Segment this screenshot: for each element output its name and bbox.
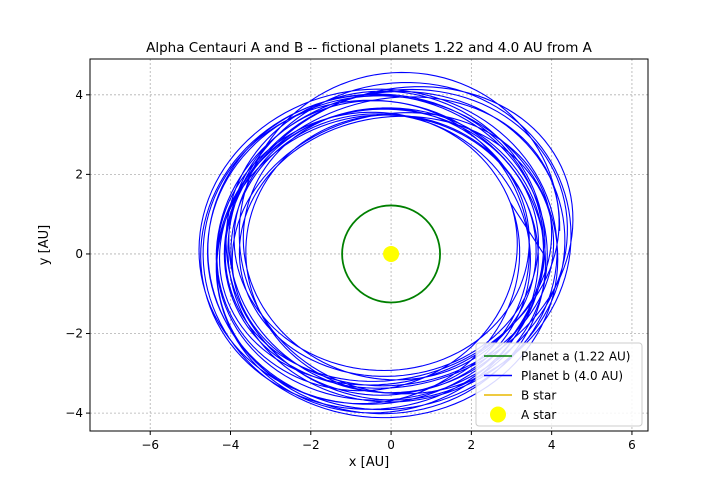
plot-frame (89, 58, 649, 432)
x-tick-label: 4 (548, 438, 556, 452)
legend-label: A star (521, 408, 556, 422)
legend-label: Planet a (1.22 AU) (521, 350, 631, 364)
planet-a-orbit (341, 204, 441, 304)
x-axis-label: x [AU] (349, 455, 389, 470)
x-tick-label: −4 (222, 438, 240, 452)
series-layer (198, 71, 574, 419)
planet-b-orbit (198, 71, 574, 419)
chart-title: Alpha Centauri A and B -- fictional plan… (146, 40, 593, 56)
y-tick-label: 4 (75, 88, 83, 102)
y-tick-label: −4 (65, 406, 83, 420)
y-axis-label: y [AU] (37, 225, 52, 265)
legend-marker-a-star (490, 406, 506, 423)
legend-label: Planet b (4.0 AU) (521, 369, 623, 383)
y-tick-label: −2 (65, 327, 83, 341)
x-tick-label: −2 (302, 438, 320, 452)
y-tick-label: 2 (75, 167, 83, 181)
x-tick-label: −6 (141, 438, 159, 452)
x-tick-label: 0 (387, 438, 395, 452)
legend-label: B star (521, 389, 556, 403)
legend: Planet a (1.22 AU) Planet b (4.0 AU) B sta… (475, 342, 643, 427)
y-tick-label: 0 (75, 247, 83, 261)
a-star-marker (383, 245, 400, 262)
x-ticks: −6 −4 −2 0 2 4 6 (141, 431, 636, 452)
x-tick-label: 6 (628, 438, 636, 452)
legend-box (475, 342, 643, 427)
y-ticks: −4 −2 0 2 4 (65, 88, 90, 420)
x-tick-label: 2 (468, 438, 476, 452)
plot-area (198, 71, 574, 419)
